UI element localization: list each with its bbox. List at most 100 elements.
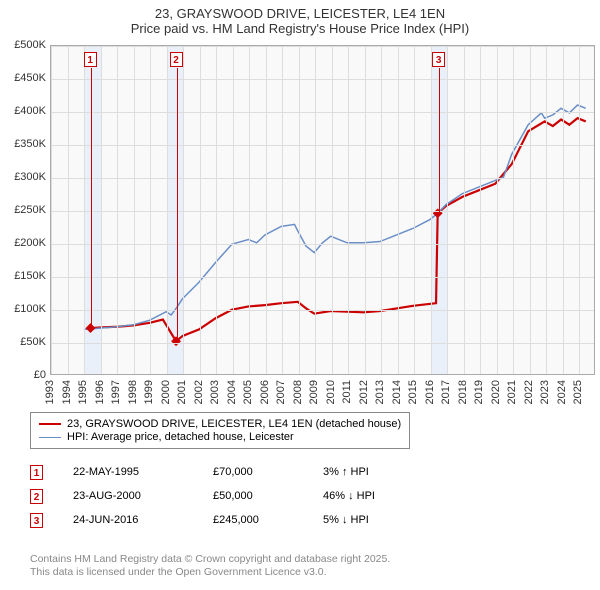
y-axis-label: £150K xyxy=(0,270,46,282)
marker-box-1: 1 xyxy=(84,52,97,67)
gridline-v xyxy=(563,46,564,374)
gridline-v xyxy=(332,46,333,374)
gridline-v xyxy=(101,46,102,374)
y-axis-label: £450K xyxy=(0,72,46,84)
gridline-v xyxy=(216,46,217,374)
x-axis-label: 2010 xyxy=(325,380,337,404)
gridline-v xyxy=(150,46,151,374)
legend-swatch xyxy=(39,423,61,425)
gridline-v xyxy=(183,46,184,374)
transaction-date: 22-MAY-1995 xyxy=(73,466,213,478)
series-price_paid xyxy=(90,118,585,341)
x-axis-label: 1993 xyxy=(44,380,56,404)
x-axis-label: 2000 xyxy=(160,380,172,404)
y-axis-label: £100K xyxy=(0,303,46,315)
gridline-v xyxy=(381,46,382,374)
gridline-v xyxy=(282,46,283,374)
legend-label: 23, GRAYSWOOD DRIVE, LEICESTER, LE4 1EN … xyxy=(67,418,401,430)
gridline-v xyxy=(134,46,135,374)
gridline-v xyxy=(266,46,267,374)
footer-line-1: Contains HM Land Registry data © Crown c… xyxy=(30,553,390,567)
x-axis-label: 2007 xyxy=(275,380,287,404)
y-axis-label: £200K xyxy=(0,237,46,249)
gridline-v xyxy=(299,46,300,374)
x-axis-label: 2017 xyxy=(440,380,452,404)
x-axis-label: 2025 xyxy=(572,380,584,404)
gridline-v xyxy=(167,46,168,374)
marker-line-1 xyxy=(91,68,92,330)
x-axis-label: 2016 xyxy=(424,380,436,404)
x-axis-label: 2002 xyxy=(193,380,205,404)
chart: 123 £0£50K£100K£150K£200K£250K£300K£350K… xyxy=(0,45,600,405)
transaction-change: 46% ↓ HPI xyxy=(323,490,433,502)
marker-line-3 xyxy=(439,68,440,214)
x-axis-label: 2008 xyxy=(292,380,304,404)
gridline-v xyxy=(84,46,85,374)
x-axis-label: 2011 xyxy=(341,380,353,404)
gridline-v xyxy=(414,46,415,374)
gridline-v xyxy=(233,46,234,374)
marker-line-2 xyxy=(177,68,178,343)
transaction-date: 24-JUN-2016 xyxy=(73,514,213,526)
transaction-price: £70,000 xyxy=(213,466,323,478)
transactions-table: 122-MAY-1995£70,0003% ↑ HPI223-AUG-2000£… xyxy=(30,460,433,532)
footer-line-2: This data is licensed under the Open Gov… xyxy=(30,566,390,580)
y-axis-label: £50K xyxy=(0,336,46,348)
data-attribution: Contains HM Land Registry data © Crown c… xyxy=(30,553,390,580)
x-axis-label: 1996 xyxy=(94,380,106,404)
x-axis-label: 2024 xyxy=(556,380,568,404)
gridline-v xyxy=(530,46,531,374)
chart-title: 23, GRAYSWOOD DRIVE, LEICESTER, LE4 1EN … xyxy=(0,0,600,36)
x-axis-label: 1998 xyxy=(127,380,139,404)
x-axis-label: 2020 xyxy=(490,380,502,404)
marker-box-3: 3 xyxy=(432,52,445,67)
transaction-row: 122-MAY-1995£70,0003% ↑ HPI xyxy=(30,460,433,484)
x-axis-label: 1994 xyxy=(61,380,73,404)
gridline-v xyxy=(464,46,465,374)
gridline-v xyxy=(497,46,498,374)
transaction-marker: 3 xyxy=(30,513,43,528)
legend-swatch xyxy=(39,437,61,438)
series-hpi xyxy=(84,105,586,329)
x-axis-label: 2005 xyxy=(242,380,254,404)
gridline-v xyxy=(68,46,69,374)
gridline-v xyxy=(431,46,432,374)
transaction-change: 5% ↓ HPI xyxy=(323,514,433,526)
y-axis-label: £350K xyxy=(0,138,46,150)
gridline-v xyxy=(480,46,481,374)
x-axis-label: 1995 xyxy=(77,380,89,404)
x-axis-label: 2022 xyxy=(523,380,535,404)
y-axis-label: £250K xyxy=(0,204,46,216)
x-axis-label: 2021 xyxy=(506,380,518,404)
gridline-v xyxy=(315,46,316,374)
gridline-v xyxy=(447,46,448,374)
x-axis-label: 2012 xyxy=(358,380,370,404)
gridline-v xyxy=(365,46,366,374)
transaction-date: 23-AUG-2000 xyxy=(73,490,213,502)
gridline-v xyxy=(117,46,118,374)
x-axis-label: 2003 xyxy=(209,380,221,404)
gridline-v xyxy=(513,46,514,374)
gridline-v xyxy=(348,46,349,374)
x-axis-label: 1999 xyxy=(143,380,155,404)
x-axis-label: 2014 xyxy=(391,380,403,404)
x-axis-label: 2015 xyxy=(407,380,419,404)
marker-box-2: 2 xyxy=(170,52,183,67)
gridline-v xyxy=(546,46,547,374)
legend-item: 23, GRAYSWOOD DRIVE, LEICESTER, LE4 1EN … xyxy=(39,418,401,430)
x-axis-label: 2004 xyxy=(226,380,238,404)
gridline-v xyxy=(200,46,201,374)
y-axis-label: £0 xyxy=(0,369,46,381)
transaction-row: 223-AUG-2000£50,00046% ↓ HPI xyxy=(30,484,433,508)
legend-label: HPI: Average price, detached house, Leic… xyxy=(67,431,294,443)
x-axis-label: 2023 xyxy=(539,380,551,404)
transaction-marker: 2 xyxy=(30,489,43,504)
x-axis-label: 2009 xyxy=(308,380,320,404)
x-axis-label: 2001 xyxy=(176,380,188,404)
gridline-v xyxy=(51,46,52,374)
title-line-1: 23, GRAYSWOOD DRIVE, LEICESTER, LE4 1EN xyxy=(0,6,600,21)
transaction-marker: 1 xyxy=(30,465,43,480)
legend-item: HPI: Average price, detached house, Leic… xyxy=(39,431,401,443)
y-axis-label: £500K xyxy=(0,39,46,51)
x-axis-label: 2019 xyxy=(473,380,485,404)
